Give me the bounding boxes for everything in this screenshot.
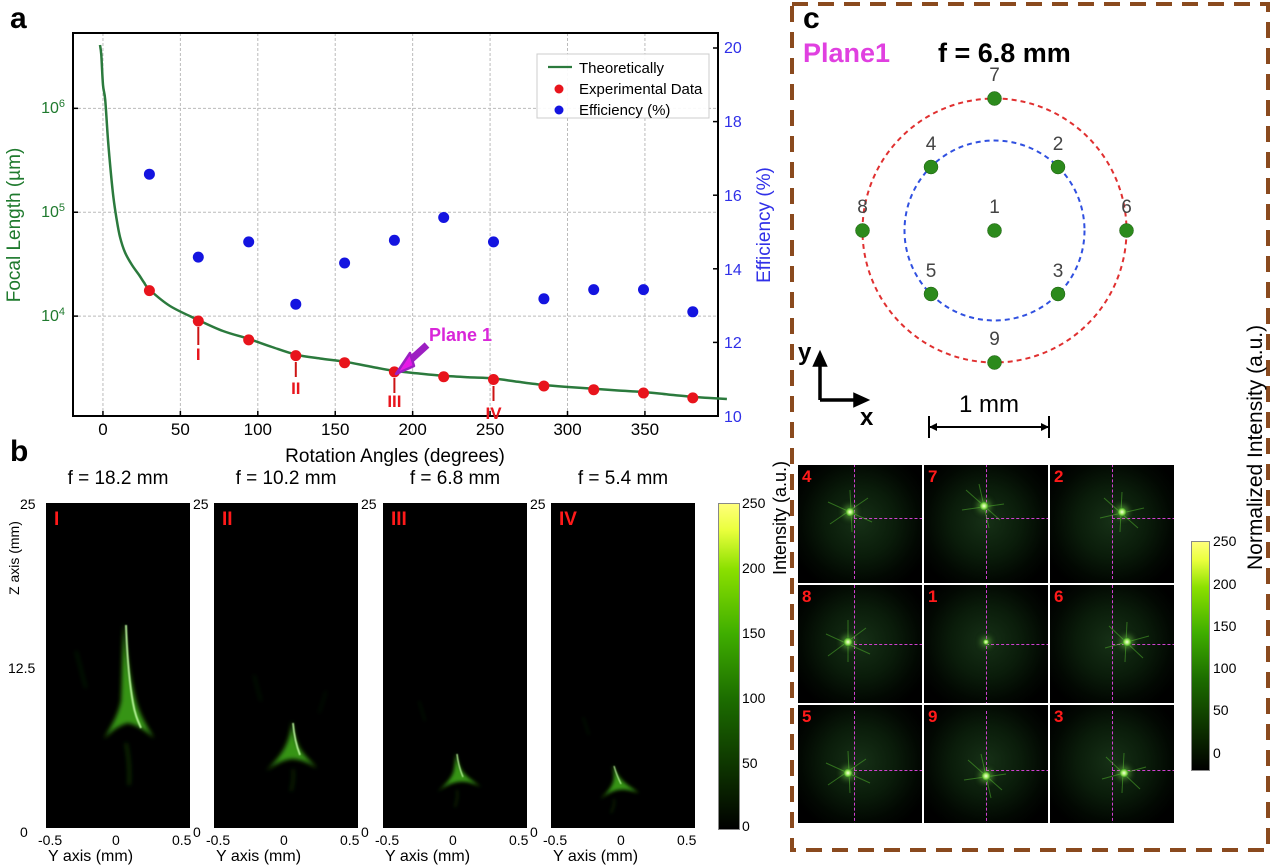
svg-text:6: 6 [1121,197,1132,218]
svg-text:Focal Length (µm): Focal Length (µm) [4,148,25,303]
svg-text:I: I [196,345,201,364]
svg-text:Experimental Data: Experimental Data [579,81,703,98]
svg-text:1 mm: 1 mm [959,391,1019,418]
svg-text:y: y [798,339,812,366]
svg-text:Plane 1: Plane 1 [429,325,492,345]
svg-text:II: II [291,379,300,398]
svg-text:18: 18 [724,114,742,131]
svg-text:12: 12 [724,335,742,352]
svg-text:20: 20 [724,40,742,57]
svg-text:Efficiency (%): Efficiency (%) [754,167,775,283]
svg-text:1: 1 [989,197,1000,218]
svg-text:14: 14 [724,262,742,279]
svg-text:Efficiency (%): Efficiency (%) [579,102,670,119]
svg-text:9: 9 [989,329,1000,350]
svg-text:3: 3 [1053,261,1064,282]
svg-text:106: 106 [41,98,65,117]
svg-text:104: 104 [41,306,65,325]
svg-text:Theoretically: Theoretically [579,60,665,77]
svg-text:16: 16 [724,188,742,205]
svg-text:5: 5 [926,261,937,282]
svg-text:4: 4 [926,134,937,155]
svg-text:III: III [387,392,401,411]
svg-text:8: 8 [857,197,868,218]
svg-text:2: 2 [1053,134,1064,155]
svg-text:105: 105 [41,202,65,221]
svg-text:7: 7 [989,65,1000,86]
svg-text:10: 10 [724,409,742,426]
